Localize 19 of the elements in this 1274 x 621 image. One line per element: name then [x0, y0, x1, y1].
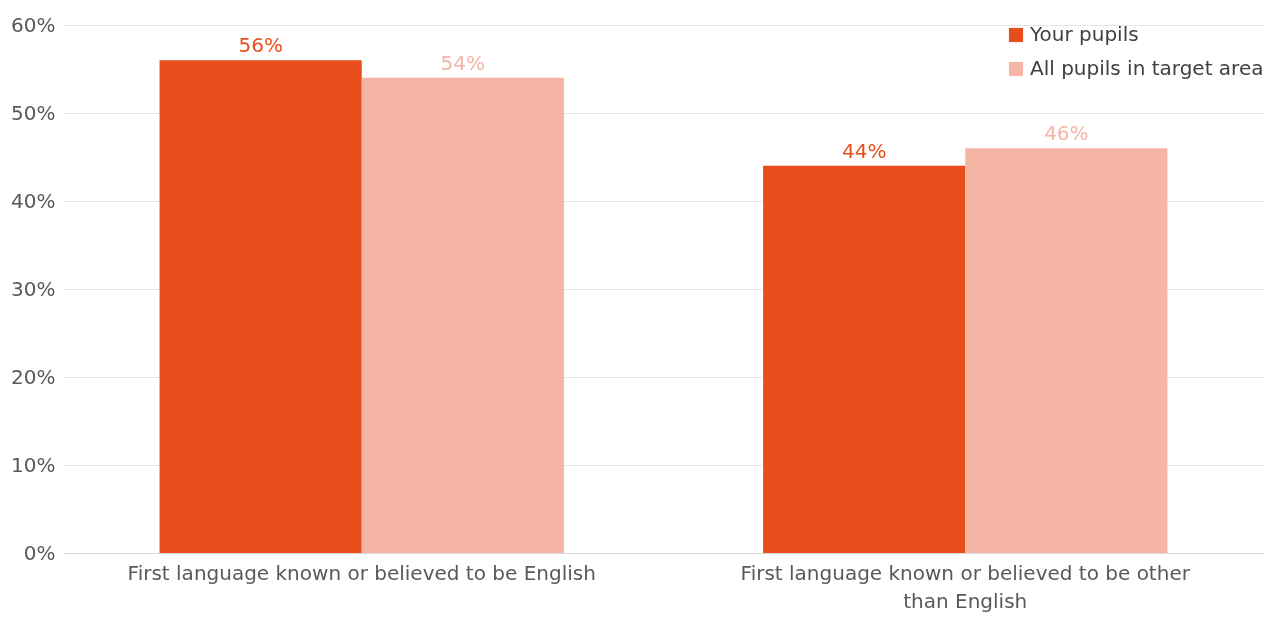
text: 46% [1044, 121, 1089, 146]
y-tick-label: 10% [11, 452, 56, 477]
bar [965, 148, 1168, 553]
y-tick-label: 0% [23, 540, 56, 565]
text: 54% [440, 50, 486, 75]
legend-label: All pupils in target area [1030, 56, 1264, 80]
y-tick-label: 40% [11, 188, 56, 213]
bar [159, 60, 362, 553]
y-tick-label: 20% [11, 364, 56, 389]
text: 44% [841, 138, 887, 163]
bar [763, 165, 966, 553]
y-tick-label: 50% [11, 100, 56, 125]
legend-label: Your pupils [1029, 22, 1139, 46]
bar [361, 77, 564, 553]
y-tick-label: 30% [11, 276, 56, 301]
x-tick-label: First language known or believed to be other than English [740, 560, 1191, 613]
x-tick-label: First language known or believed to be English [127, 560, 596, 585]
y-tick-label: 60% [11, 12, 56, 37]
text: 56% [238, 33, 283, 58]
